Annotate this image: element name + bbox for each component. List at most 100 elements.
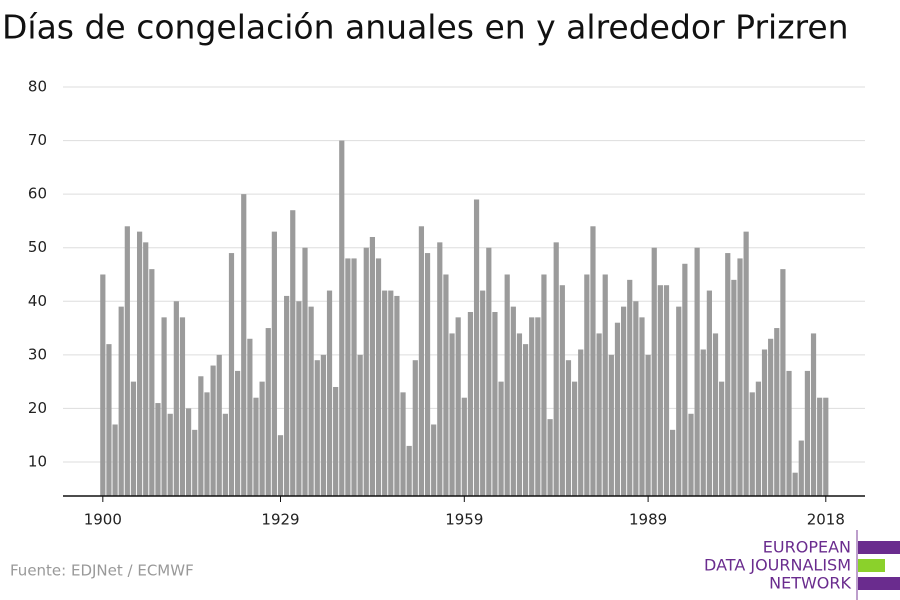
- logo-text: DATA JOURNALISM: [704, 556, 851, 575]
- bar: [167, 413, 173, 496]
- bar: [571, 381, 578, 496]
- bar: [608, 354, 614, 496]
- bar: [786, 370, 792, 496]
- bar: [149, 269, 155, 496]
- y-tick-label: 70: [28, 131, 47, 149]
- bar: [645, 354, 651, 496]
- bar: [130, 381, 137, 496]
- bar: [339, 140, 345, 496]
- x-tick-label: 1900: [84, 511, 122, 529]
- bar: [222, 413, 228, 496]
- bar: [633, 301, 639, 496]
- bar: [743, 231, 749, 496]
- x-tick-label: 1959: [445, 511, 483, 529]
- bar: [676, 306, 682, 496]
- bar: [296, 301, 302, 496]
- y-tick-label: 30: [28, 345, 47, 363]
- bar: [259, 381, 265, 496]
- bar: [810, 333, 817, 496]
- bar: [106, 344, 112, 496]
- bar: [424, 253, 431, 496]
- bar: [210, 365, 216, 496]
- bar: [602, 274, 608, 496]
- bar: [731, 279, 737, 496]
- y-tick-label: 20: [28, 399, 47, 417]
- bar: [792, 472, 798, 496]
- bar: [719, 381, 725, 496]
- bar: [584, 274, 590, 496]
- bar: [302, 247, 308, 496]
- bar: [198, 376, 204, 496]
- chart-title: Días de congelación anuales en y alreded…: [2, 8, 849, 47]
- bar: [621, 306, 627, 496]
- bar: [516, 333, 523, 496]
- bar: [185, 408, 192, 496]
- bar: [504, 274, 510, 496]
- bar: [700, 349, 706, 496]
- bar: [480, 290, 486, 496]
- bar: [431, 424, 437, 496]
- bar: [541, 274, 547, 496]
- bar: [155, 403, 161, 496]
- bar: [357, 354, 363, 496]
- logo-bar: [858, 577, 900, 590]
- bar: [406, 445, 412, 496]
- bar: [657, 285, 663, 496]
- bar: [670, 429, 676, 496]
- bar: [241, 194, 247, 496]
- bar: [590, 226, 596, 496]
- bar: [345, 258, 351, 496]
- bar: [247, 338, 253, 496]
- bar: [412, 360, 418, 496]
- bar: [253, 397, 259, 496]
- bar: [179, 317, 186, 496]
- bar: [277, 435, 284, 496]
- x-tick-label: 2018: [807, 511, 845, 529]
- bar: [492, 311, 498, 496]
- bar: [553, 242, 559, 496]
- bar: [725, 253, 731, 496]
- bar: [375, 258, 382, 496]
- source: Fuente: EDJNet / ECMWF: [10, 562, 194, 580]
- bar: [522, 344, 529, 496]
- bar: [529, 317, 535, 496]
- bar: [100, 274, 106, 496]
- bar: [124, 226, 130, 496]
- bar: [614, 322, 621, 496]
- bar: [535, 317, 541, 496]
- bar: [388, 290, 394, 496]
- logo-bar: [858, 541, 900, 554]
- bar: [578, 349, 584, 496]
- bar: [326, 290, 333, 496]
- bar: [737, 258, 743, 496]
- bar: [712, 333, 719, 496]
- bar: [694, 247, 700, 496]
- bar: [817, 397, 823, 496]
- x-tick-label: 1929: [261, 511, 299, 529]
- bar: [455, 317, 461, 496]
- bar: [204, 392, 210, 496]
- bar: [173, 301, 179, 496]
- bar: [559, 285, 565, 496]
- y-tick-label: 50: [28, 238, 47, 256]
- bar: [768, 338, 774, 496]
- bar: [510, 306, 516, 496]
- bar: [663, 285, 670, 496]
- bar: [192, 429, 198, 496]
- y-tick-label: 60: [28, 185, 47, 203]
- bar: [498, 381, 504, 496]
- bar: [394, 295, 400, 496]
- bar: [565, 360, 572, 496]
- bar: [112, 424, 118, 496]
- bar: [627, 279, 633, 496]
- bar: [363, 247, 369, 496]
- bar: [437, 242, 443, 496]
- bar: [547, 419, 553, 496]
- bar: [228, 253, 235, 496]
- bar: [596, 333, 602, 496]
- y-tick-label: 40: [28, 292, 47, 310]
- bar: [290, 210, 296, 496]
- bar: [639, 317, 645, 496]
- bar: [400, 392, 406, 496]
